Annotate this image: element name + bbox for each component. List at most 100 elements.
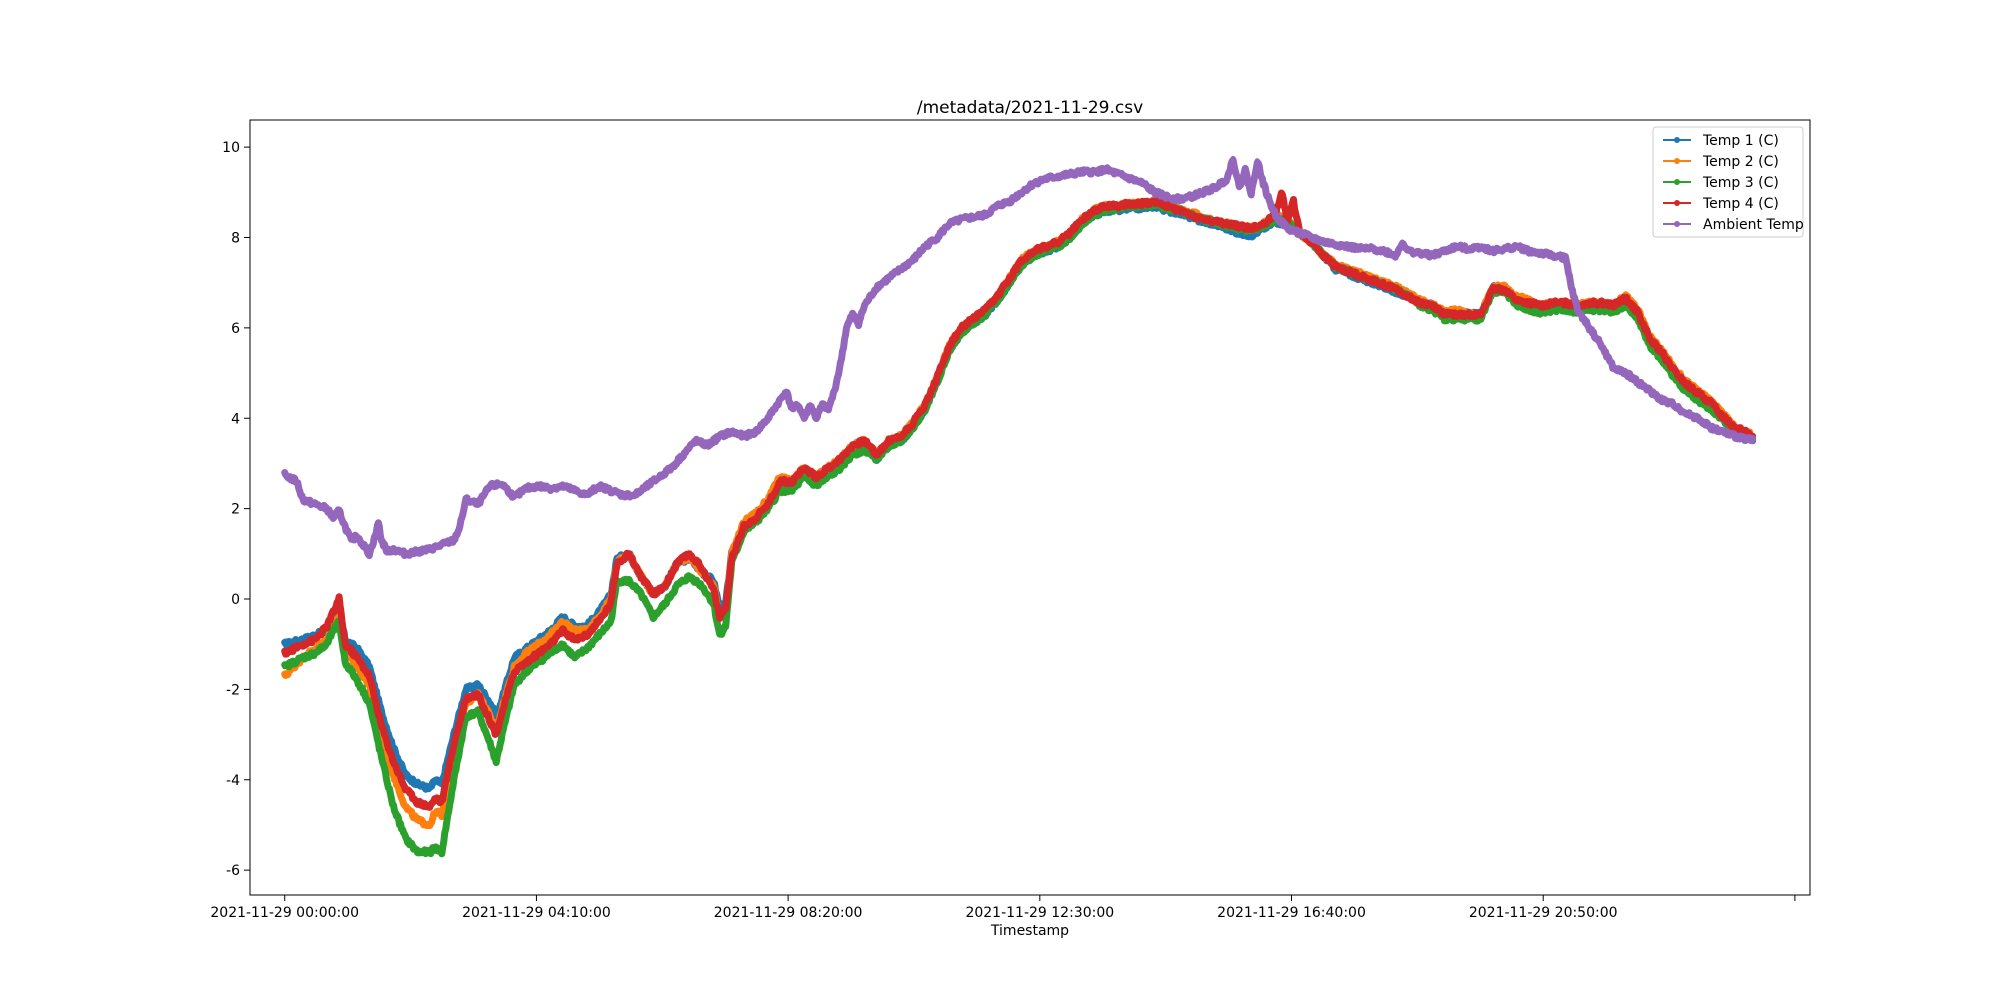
data-point (831, 388, 837, 394)
data-point (300, 497, 306, 503)
data-point (1357, 273, 1363, 279)
data-point (427, 804, 433, 810)
data-point (439, 799, 445, 805)
data-point (687, 573, 692, 579)
data-point (1067, 171, 1073, 177)
data-point (324, 506, 330, 512)
data-point (1333, 241, 1339, 247)
data-point (1550, 300, 1556, 306)
data-point (1683, 411, 1689, 417)
data-point (282, 641, 288, 647)
data-point (970, 316, 976, 322)
data-point (608, 601, 614, 606)
data-point (1260, 180, 1266, 186)
data-point (1538, 250, 1544, 256)
data-point (342, 524, 348, 530)
chart-title: /metadata/2021-11-29.csv (917, 98, 1143, 118)
data-point (548, 485, 553, 491)
data-point (656, 474, 662, 480)
data-point (729, 429, 735, 435)
data-point (638, 573, 644, 579)
data-point (572, 488, 578, 494)
data-point (922, 244, 928, 249)
data-point (560, 483, 566, 489)
data-point (1466, 311, 1472, 317)
data-point (366, 673, 372, 679)
data-point (1417, 300, 1423, 306)
data-point (898, 266, 904, 272)
data-point (1115, 171, 1121, 177)
data-point (451, 741, 457, 747)
data-point (1188, 194, 1194, 200)
data-point (874, 451, 880, 457)
data-point (1291, 198, 1296, 204)
data-point (366, 664, 372, 670)
data-point (1502, 287, 1508, 292)
data-point (433, 795, 439, 801)
data-point (819, 402, 825, 408)
series-line-ambient-temp (281, 156, 1757, 560)
data-point (1115, 203, 1121, 209)
data-point (596, 632, 602, 638)
data-point (1490, 248, 1496, 254)
data-point (475, 709, 481, 715)
data-point (523, 650, 529, 656)
data-point (1635, 309, 1641, 315)
data-point (1127, 201, 1133, 207)
y-tick-label: 0 (231, 592, 240, 608)
data-point (1272, 212, 1278, 218)
data-point (1218, 180, 1224, 186)
data-point (801, 415, 807, 421)
data-point (1695, 397, 1701, 403)
data-point (330, 610, 336, 616)
data-point (463, 686, 469, 692)
data-point (1490, 287, 1496, 292)
data-point (825, 406, 831, 412)
data-point (1562, 255, 1568, 261)
data-point (813, 483, 819, 489)
data-point (1454, 244, 1460, 249)
y-tick-label: 8 (231, 230, 240, 246)
data-point (886, 438, 892, 444)
data-point (439, 849, 445, 855)
axes-frame (249, 119, 1811, 896)
data-point (1309, 235, 1315, 240)
data-point (1683, 381, 1689, 387)
data-point (1242, 167, 1248, 173)
x-tick-label: 2021-11-29 08:20:00 (714, 905, 863, 921)
data-point (1140, 201, 1145, 207)
data-point (391, 759, 396, 765)
data-point (324, 623, 330, 629)
data-point (1333, 264, 1339, 270)
data-point (1744, 429, 1750, 435)
data-point (1526, 300, 1532, 306)
data-point (608, 488, 614, 494)
data-point (1152, 189, 1158, 195)
data-point (753, 429, 759, 435)
data-point (499, 732, 505, 738)
data-point (342, 659, 348, 665)
data-point (1055, 174, 1061, 179)
data-point (970, 214, 976, 220)
data-point (608, 619, 614, 625)
plot-area (249, 119, 1811, 896)
data-point (1285, 226, 1290, 231)
data-point (1454, 311, 1460, 317)
x-axis: 2021-11-29 00:00:00 2021-11-29 04:10:00 20… (210, 895, 1796, 921)
data-point (535, 641, 541, 647)
data-point (487, 483, 493, 489)
data-point (523, 668, 529, 674)
legend-marker (1674, 158, 1680, 164)
data-point (1345, 268, 1351, 274)
data-point (427, 546, 433, 552)
data-point (415, 849, 421, 855)
data-point (626, 551, 632, 557)
data-point (1200, 189, 1206, 195)
data-point (1550, 253, 1556, 259)
data-point (1393, 253, 1399, 259)
y-tick-label: 6 (231, 321, 240, 337)
legend-entry-temp-1-c: Temp 1 (C) (1663, 133, 1779, 149)
data-point (795, 402, 801, 408)
data-point (1599, 300, 1605, 306)
data-point (548, 641, 553, 647)
